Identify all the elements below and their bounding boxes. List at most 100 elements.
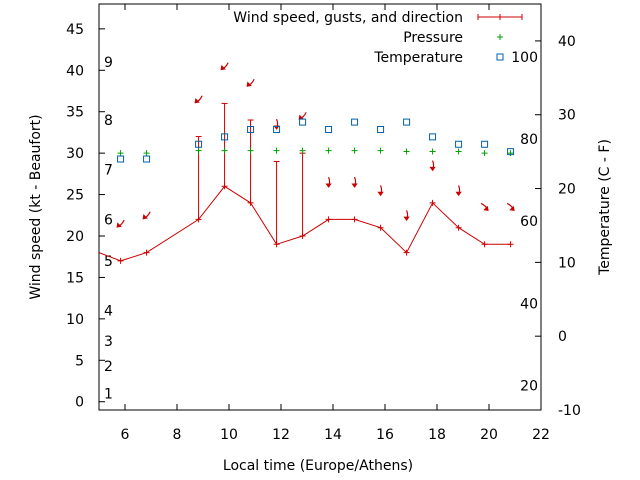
- y-axis-left-label: Wind speed (kt - Beaufort): [28, 114, 44, 299]
- pressure-point: [351, 147, 358, 154]
- beaufort-label: 8: [104, 113, 113, 129]
- fahrenheit-label: 80: [520, 132, 538, 148]
- wind-speed-point: [377, 224, 384, 231]
- plot-area: [98, 3, 542, 411]
- wind-direction-arrowhead: [194, 98, 200, 104]
- y-right-tick-label: 30: [558, 108, 576, 124]
- y-left-tick-label: 35: [66, 105, 84, 121]
- wind-speed-point: [507, 241, 514, 248]
- beaufort-label: 5: [104, 254, 113, 270]
- x-tick-label: 14: [324, 427, 342, 443]
- x-tick-label: 10: [220, 427, 238, 443]
- pressure-point: [117, 150, 124, 157]
- axis-ticks: 6 8 10 12 14 16 18 20 22051015202530354045-10010…: [66, 4, 581, 443]
- legend-label-wind: Wind speed, gusts, and direction: [233, 10, 463, 26]
- pressure-point: [195, 147, 202, 154]
- x-tick-label: 22: [532, 427, 550, 443]
- wind-direction-arrowhead: [377, 191, 384, 197]
- pressure-point: [299, 147, 306, 154]
- temperature-point: [403, 118, 411, 126]
- wind-speed-point: [429, 199, 436, 206]
- pressure-point: [325, 147, 332, 154]
- y-left-tick-label: 5: [75, 353, 84, 369]
- pressure-point: [481, 150, 488, 157]
- pressure-point: [429, 148, 436, 155]
- wind-direction-arrowhead: [429, 166, 436, 172]
- wind-speed-line: [98, 185, 511, 262]
- wind-speed-point: [351, 216, 358, 223]
- legend-swatch-temperature: [496, 53, 504, 61]
- temperature-point: [117, 155, 125, 163]
- wind-direction-arrowhead: [142, 214, 148, 220]
- y-right-tick-label: 40: [558, 34, 576, 50]
- wind-direction-arrowhead: [351, 183, 358, 188]
- series-layer: [98, 62, 515, 264]
- pressure-point: [221, 147, 228, 154]
- wind-direction-arrowhead: [455, 191, 462, 197]
- fahrenheit-label: 100: [511, 50, 538, 66]
- wind-direction-arrowhead: [509, 205, 515, 212]
- x-tick-label: 20: [480, 427, 498, 443]
- pressure-point: [377, 147, 384, 154]
- temperature-point: [221, 133, 229, 141]
- legend-swatch-wind-marker: [497, 14, 503, 20]
- beaufort-label: 2: [104, 359, 113, 375]
- y-left-tick-label: 20: [66, 229, 84, 245]
- y-axis-right-label: Temperature (C - F): [597, 139, 613, 276]
- temperature-point: [455, 140, 463, 148]
- y-right-tick-label: 0: [558, 329, 567, 345]
- pressure-point: [403, 148, 410, 155]
- legend: Wind speed, gusts, and direction Pressure…: [233, 10, 523, 66]
- wind-speed-point: [481, 241, 488, 248]
- pressure-point: [247, 147, 254, 154]
- y-right-tick-label: -10: [558, 403, 581, 419]
- x-axis-label: Local time (Europe/Athens): [223, 458, 413, 474]
- y-left-tick-label: 15: [66, 270, 84, 286]
- y-right-tick-label: 10: [558, 255, 576, 271]
- temperature-point: [481, 140, 489, 148]
- legend-label-temperature: Temperature: [373, 50, 463, 66]
- x-tick-label: 18: [428, 427, 446, 443]
- y-left-tick-label: 0: [75, 395, 84, 411]
- wind-speed-point: [403, 249, 410, 256]
- beaufort-label: 9: [104, 55, 113, 71]
- pressure-point: [143, 150, 150, 157]
- wind-direction-arrowhead: [403, 216, 410, 221]
- temperature-point: [143, 155, 151, 163]
- x-tick-label: 6: [121, 427, 130, 443]
- temperature-point: [429, 133, 437, 141]
- x-tick-label: 12: [272, 427, 290, 443]
- beaufort-label: 6: [104, 212, 113, 228]
- fahrenheit-label: 60: [520, 214, 538, 230]
- wind-speed-point: [325, 216, 332, 223]
- wind-speed-point: [455, 224, 462, 231]
- beaufort-label: 7: [104, 163, 113, 179]
- temperature-point: [195, 140, 203, 148]
- beaufort-label: 4: [104, 304, 113, 320]
- temperature-point: [273, 125, 281, 133]
- temperature-point: [507, 148, 515, 156]
- y-right-tick-label: 20: [558, 182, 576, 198]
- plot-frame: [98, 3, 542, 411]
- y-left-tick-label: 30: [66, 146, 84, 162]
- y-left-tick-label: 45: [66, 22, 84, 38]
- fahrenheit-label: 40: [520, 297, 538, 313]
- beaufort-label: 3: [104, 334, 113, 350]
- wind-direction-arrowhead: [116, 222, 122, 228]
- legend-swatch-pressure: [497, 34, 503, 40]
- x-tick-label: 8: [173, 427, 182, 443]
- pressure-point: [273, 147, 280, 154]
- fahrenheit-label: 20: [520, 379, 538, 395]
- y-left-tick-label: 25: [66, 188, 84, 204]
- temperature-point: [351, 118, 359, 126]
- temperature-point: [377, 125, 385, 133]
- beaufort-label: 1: [104, 386, 113, 402]
- y-left-tick-label: 40: [66, 63, 84, 79]
- temperature-point: [325, 125, 333, 133]
- wind-direction-arrowhead: [325, 183, 332, 188]
- wind-direction-arrowhead: [246, 81, 252, 87]
- pressure-point: [507, 150, 514, 157]
- pressure-point: [455, 148, 462, 155]
- wind-direction-arrowhead: [483, 205, 489, 212]
